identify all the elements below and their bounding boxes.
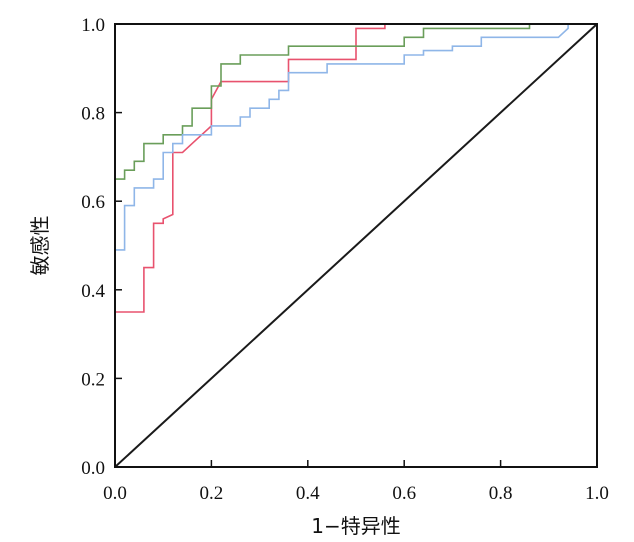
- roc-curve-2: [115, 24, 531, 180]
- x-tick-label: 0.4: [296, 483, 320, 504]
- x-tick-label: 0.0: [103, 483, 127, 504]
- y-tick-label: 0.4: [81, 281, 105, 302]
- y-tick-label: 0.2: [81, 369, 105, 390]
- series-layer: [114, 23, 598, 468]
- roc-curve-3: [115, 24, 569, 251]
- x-axis-title: 1−特异性: [311, 514, 400, 538]
- y-tick-label: 0.8: [81, 104, 105, 125]
- x-tick-label: 0.2: [200, 483, 224, 504]
- plot-frame: [114, 23, 598, 468]
- y-tick-label: 0.0: [81, 458, 105, 479]
- x-tick-label: 0.6: [392, 483, 416, 504]
- x-tick-label: 1.0: [585, 483, 609, 504]
- y-tick-label: 1.0: [81, 15, 105, 36]
- y-tick-label: 0.6: [81, 192, 105, 213]
- x-tick-label: 0.8: [489, 483, 513, 504]
- y-axis-ticks: 0.0 0.2 0.4 0.6 0.8 1.0: [81, 15, 122, 479]
- y-axis-title: 敏感性: [28, 216, 52, 276]
- roc-curve-1: [115, 24, 386, 313]
- x-axis-ticks: 0.0 0.2 0.4 0.6 0.8 1.0: [103, 460, 609, 504]
- reference-diagonal-line: [114, 23, 598, 468]
